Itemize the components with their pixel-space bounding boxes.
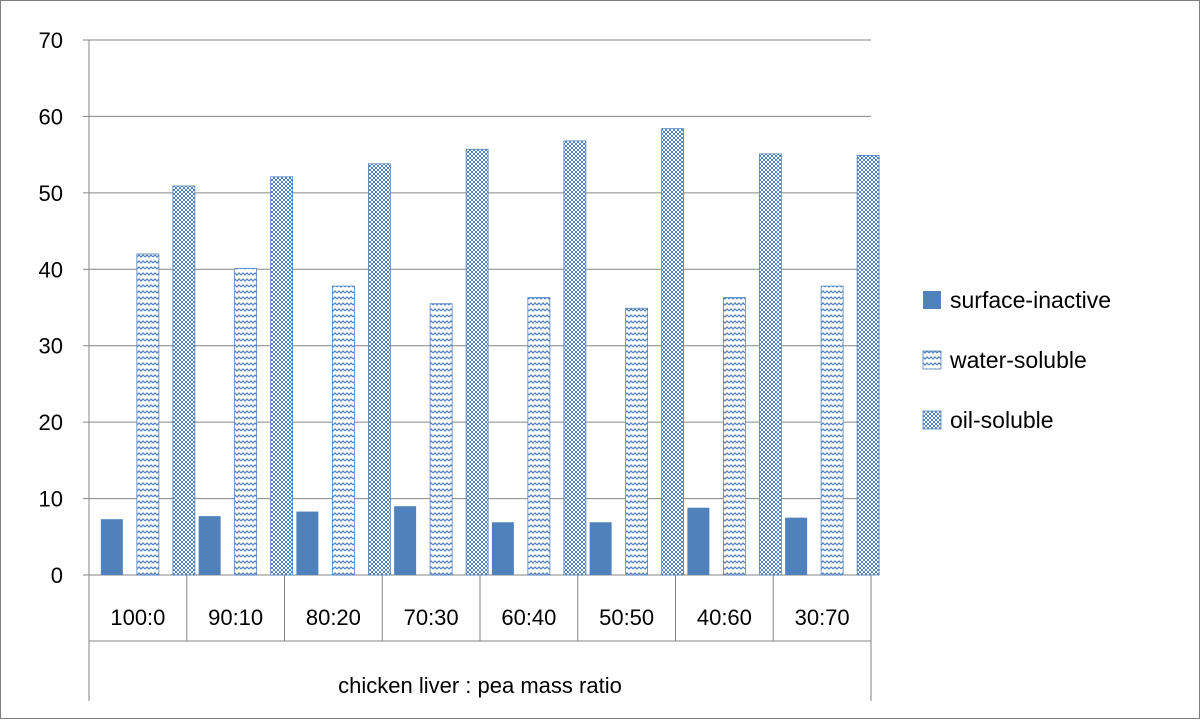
legend-swatch [922, 350, 942, 370]
bar-surface-inactive [198, 516, 221, 575]
x-tick-label: 40:60 [697, 605, 752, 630]
bar-water-soluble [331, 285, 355, 576]
bar-oil-soluble [856, 155, 880, 576]
bar-water-soluble [722, 297, 746, 576]
x-tick-label: 80:20 [306, 605, 361, 630]
y-tick-label: 70 [39, 28, 63, 53]
bar-surface-inactive [687, 507, 710, 575]
x-tick-label: 30:70 [795, 605, 850, 630]
y-tick-label: 20 [39, 410, 63, 435]
bar-water-soluble [820, 285, 844, 576]
x-axis-title: chicken liver : pea mass ratio [338, 673, 622, 698]
bar-water-soluble [527, 297, 551, 576]
bar-oil-soluble [367, 163, 391, 576]
bar-surface-inactive [394, 506, 417, 575]
legend-label: oil-soluble [950, 407, 1054, 433]
y-tick-label: 60 [39, 104, 63, 129]
bar-water-soluble [234, 268, 258, 576]
y-tick-label: 30 [39, 334, 63, 359]
bar-surface-inactive [589, 522, 612, 575]
y-tick-label: 0 [51, 563, 63, 588]
bar-oil-soluble [563, 140, 587, 576]
bar-surface-inactive [100, 519, 123, 575]
x-tick-label: 60:40 [501, 605, 556, 630]
legend-label: surface-inactive [950, 287, 1111, 313]
y-tick-label: 50 [39, 181, 63, 206]
x-tick-label: 90:10 [208, 605, 263, 630]
axis-labels: 0 10 20 30 40 50 60 70 100:0 90:10 80:20 70:30 60:40… [39, 28, 850, 698]
bar-surface-inactive [785, 517, 808, 575]
bar-oil-soluble [758, 153, 782, 576]
legend-swatch [922, 410, 942, 430]
bar-oil-soluble [661, 128, 685, 576]
y-tick-label: 10 [39, 487, 63, 512]
bar-oil-soluble [270, 176, 294, 576]
y-tick-label: 40 [39, 257, 63, 282]
bars [100, 128, 880, 576]
bar-water-soluble [429, 303, 453, 576]
bar-surface-inactive [491, 522, 514, 575]
bar-water-soluble [136, 253, 160, 576]
x-tick-label: 50:50 [599, 605, 654, 630]
bar-oil-soluble [465, 148, 489, 576]
legend-label: water-soluble [949, 347, 1087, 373]
x-tick-label: 70:30 [404, 605, 459, 630]
x-tick-label: 100:0 [110, 605, 165, 630]
bar-surface-inactive [296, 511, 319, 575]
legend-swatch [923, 291, 941, 309]
bar-oil-soluble [172, 185, 196, 576]
legend: surface-inactive water-soluble oil-soluble [922, 287, 1111, 433]
bar-water-soluble [625, 307, 649, 576]
